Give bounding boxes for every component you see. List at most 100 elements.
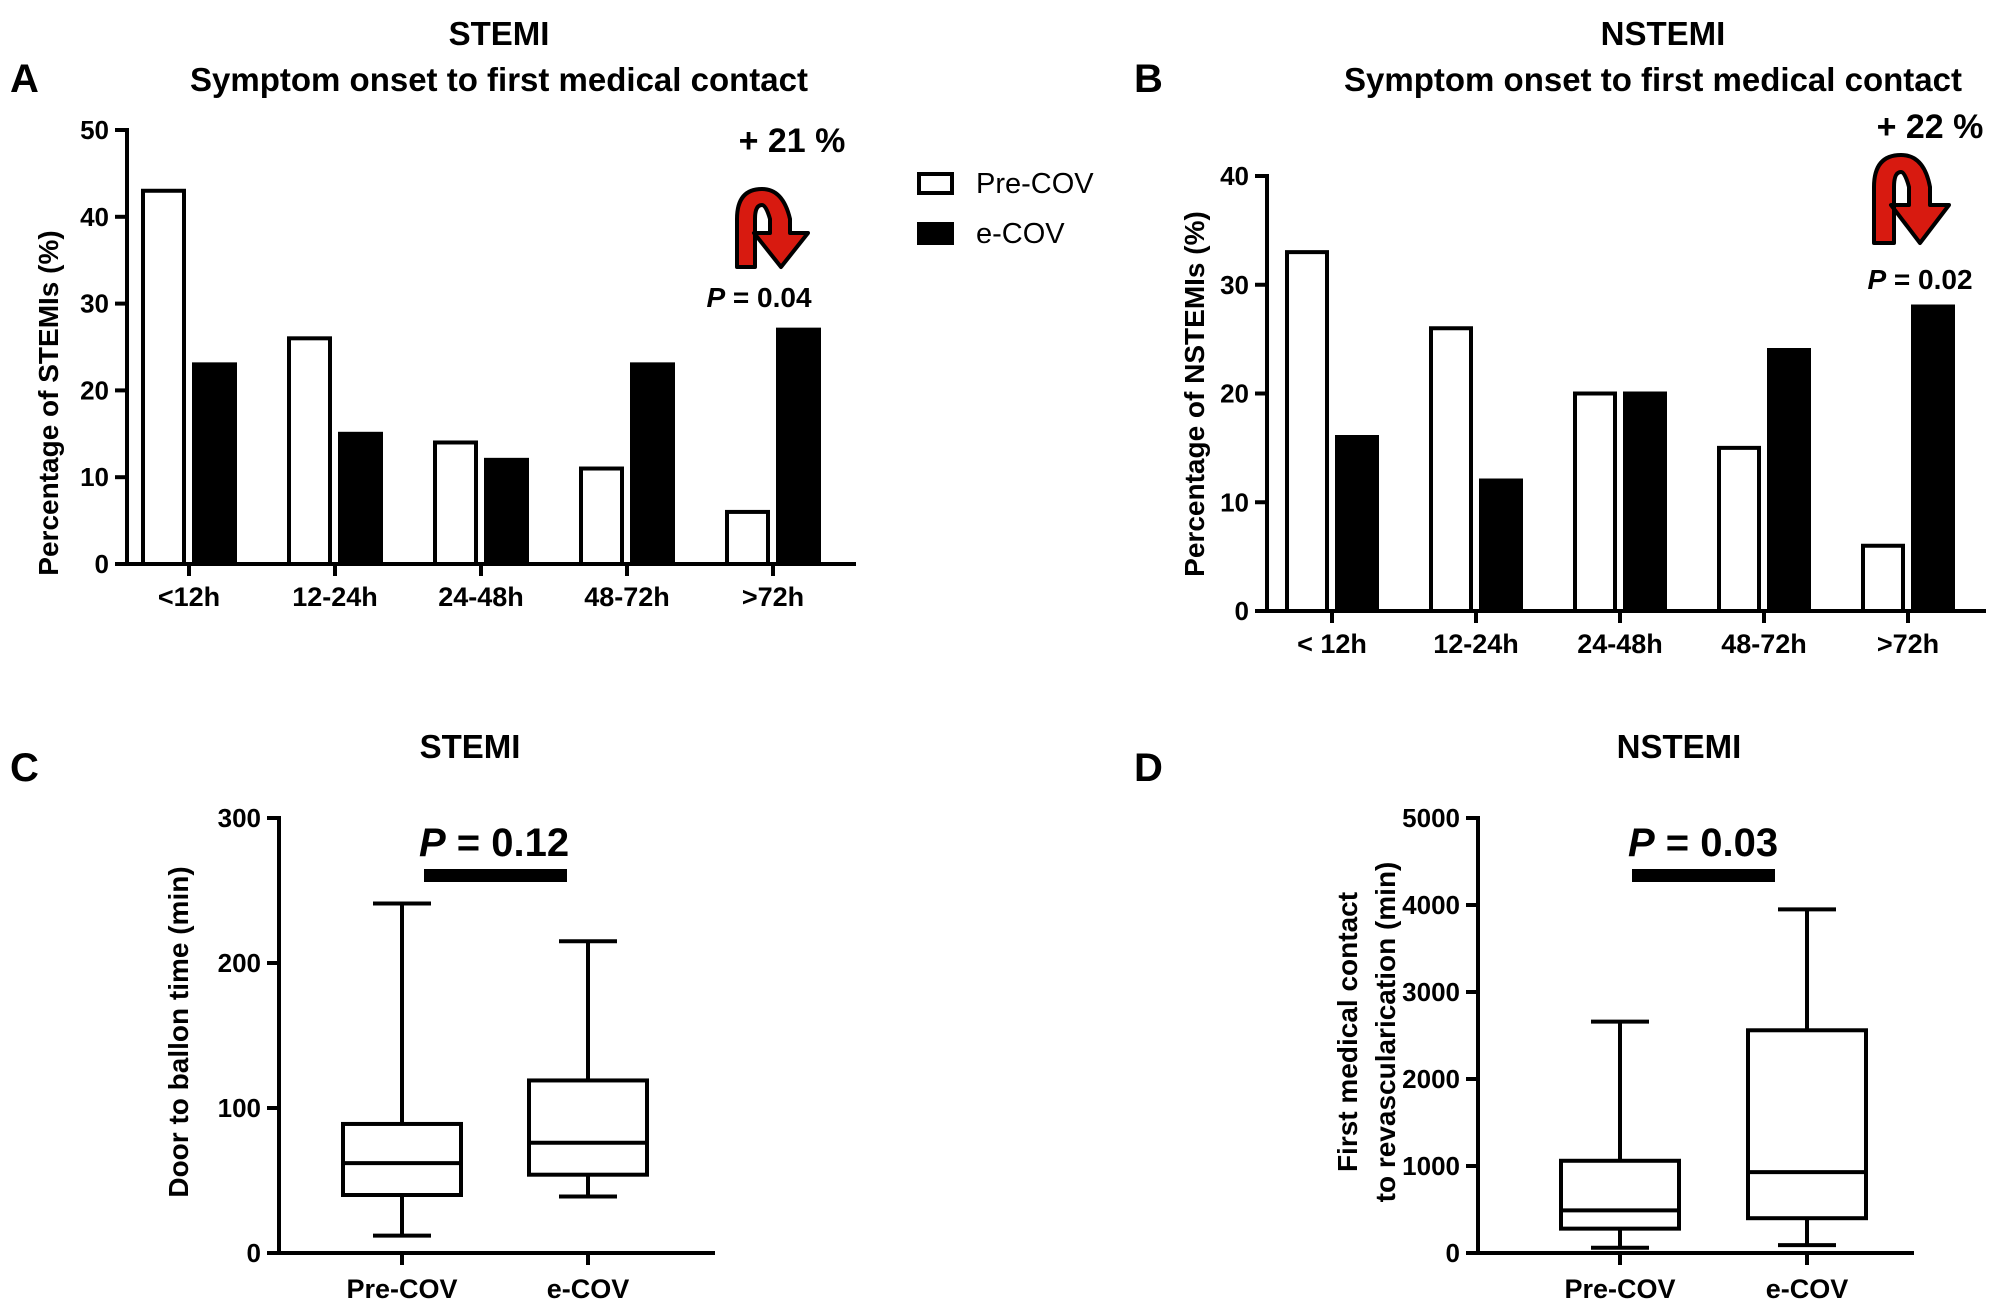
panel-b-x-tick-label: >72h bbox=[1877, 629, 1939, 659]
panel-a-change-label: + 21 % bbox=[739, 122, 846, 160]
panel-a-bar-pre-cov-12h bbox=[141, 188, 186, 566]
panel-c-x-tick-label: e-COV bbox=[547, 1274, 630, 1304]
panel-a-bar-e-cov-12h bbox=[192, 362, 237, 566]
panel-b-y-tick-label: 0 bbox=[1235, 596, 1249, 626]
panel-b-y-tick-label: 40 bbox=[1220, 161, 1249, 191]
curved-arrow-icon bbox=[1872, 153, 1951, 245]
panel-d-pvalue: P = 0.03 bbox=[1628, 821, 1778, 865]
panel-d-significance-bar bbox=[1632, 869, 1775, 882]
panel-a-y-tick-label: 0 bbox=[95, 549, 109, 579]
panel-c: C STEMI Door to ballon time (min) 0 100 20… bbox=[10, 728, 715, 1304]
panel-b-bar-e-cov-72h bbox=[1911, 304, 1955, 613]
panel-b-bar-pre-cov-12h bbox=[1285, 250, 1329, 613]
panel-d-box-e-cov-iqr bbox=[1746, 1028, 1868, 1221]
legend-label-pre-cov: Pre-COV bbox=[976, 168, 1094, 200]
curved-arrow-icon bbox=[735, 187, 810, 269]
panel-b-y-tick-label: 10 bbox=[1220, 487, 1249, 517]
panel-a-y-tick-label: 20 bbox=[80, 375, 109, 405]
panel-b: B NSTEMI Symptom onset to first medical … bbox=[1134, 15, 1986, 659]
panel-a-y-tick-label: 40 bbox=[80, 202, 109, 232]
panel-a-annotation: + 21 % P = 0.04 bbox=[706, 122, 845, 313]
panel-b-bar-e-cov-24-48h bbox=[1623, 391, 1667, 613]
panel-a: A STEMI Symptom onset to first medical c… bbox=[10, 15, 856, 612]
panel-a-bar-e-cov-48-72h bbox=[630, 362, 675, 566]
panel-c-box-pre-cov-iqr bbox=[341, 1121, 463, 1197]
legend: Pre-COV e-COV bbox=[917, 168, 1094, 250]
panel-b-y-tick-label: 30 bbox=[1220, 270, 1249, 300]
legend-swatch-pre-cov bbox=[917, 172, 954, 195]
legend-label-e-cov: e-COV bbox=[976, 218, 1065, 250]
panel-c-ylabel: Door to ballon time (min) bbox=[163, 866, 194, 1197]
panel-d-y-tick-label: 2000 bbox=[1402, 1064, 1460, 1094]
panel-b-change-label: + 22 % bbox=[1877, 108, 1984, 146]
panel-b-title: NSTEMI bbox=[1601, 15, 1726, 52]
panel-d-x-tick-label: e-COV bbox=[1766, 1274, 1849, 1304]
panel-b-bar-pre-cov-72h bbox=[1861, 543, 1905, 613]
panel-d-letter: D bbox=[1134, 746, 1163, 790]
panel-d-y-tick-label: 5000 bbox=[1402, 803, 1460, 833]
panel-a-bar-pre-cov-24-48h bbox=[433, 440, 478, 567]
panel-a-x-tick-label: 24-48h bbox=[438, 582, 524, 612]
panel-d-ylabel-line-1: First medical contact bbox=[1332, 892, 1363, 1172]
panel-b-bar-e-cov-48-72h bbox=[1767, 348, 1811, 613]
panel-b-subtitle: Symptom onset to first medical contact bbox=[1344, 61, 1962, 98]
panel-c-plot: 0 100 200 300 Pre-COV e-COV bbox=[218, 803, 715, 1304]
panel-b-pvalue: P = 0.02 bbox=[1867, 264, 1972, 295]
panel-d-box-pre-cov-iqr bbox=[1559, 1158, 1681, 1231]
panel-d-plot: 0 1000 2000 3000 4000 5000 Pre-COV e-COV bbox=[1402, 803, 1914, 1304]
panel-a-bar-e-cov-72h bbox=[776, 327, 821, 567]
panel-a-x-tick-label: 12-24h bbox=[292, 582, 378, 612]
panel-d-ylabel-line-2: to revasculariсation (min) bbox=[1370, 862, 1401, 1203]
panel-a-ylabel: Percentage of STEMIs (%) bbox=[33, 230, 64, 575]
panel-a-bar-e-cov-12-24h bbox=[338, 431, 383, 566]
panel-b-bar-pre-cov-12-24h bbox=[1429, 326, 1473, 613]
panel-a-plot: 0 10 20 30 40 50 <12h 12-24h 24-48h 48-72h >72h bbox=[80, 115, 856, 612]
panel-b-x-tick-label: 12-24h bbox=[1433, 629, 1519, 659]
panel-b-ylabel: Percentage of NSTEMIs (%) bbox=[1179, 211, 1210, 577]
panel-a-pvalue: P = 0.04 bbox=[706, 282, 812, 313]
panel-a-x-tick-label: 48-72h bbox=[584, 582, 670, 612]
panel-d-y-tick-label: 4000 bbox=[1402, 890, 1460, 920]
panel-a-title: STEMI bbox=[449, 15, 550, 52]
panel-b-bar-pre-cov-24-48h bbox=[1573, 391, 1617, 613]
panel-a-subtitle: Symptom onset to first medical contact bbox=[190, 61, 808, 98]
panel-d-annotation: P = 0.03 bbox=[1628, 821, 1778, 882]
panel-c-significance-bar bbox=[424, 869, 567, 882]
panel-a-bar-pre-cov-12-24h bbox=[287, 336, 332, 566]
panel-b-x-tick-label: 24-48h bbox=[1577, 629, 1663, 659]
panel-c-y-tick-label: 0 bbox=[247, 1238, 261, 1268]
panel-b-annotation: + 22 % P = 0.02 bbox=[1867, 108, 1983, 295]
panel-d-title: NSTEMI bbox=[1617, 728, 1742, 765]
panel-d-y-tick-label: 1000 bbox=[1402, 1151, 1460, 1181]
panel-b-letter: B bbox=[1134, 57, 1163, 101]
panel-d: D NSTEMI First medical contact to revasc… bbox=[1134, 728, 1914, 1304]
panel-c-box-e-cov-iqr bbox=[527, 1078, 649, 1177]
panel-b-x-tick-label: < 12h bbox=[1297, 629, 1367, 659]
panel-c-annotation: P = 0.12 bbox=[419, 821, 569, 882]
panel-c-title: STEMI bbox=[420, 728, 521, 765]
panel-a-x-tick-label: >72h bbox=[742, 582, 804, 612]
panel-a-bar-e-cov-24-48h bbox=[484, 457, 529, 566]
panel-b-x-tick-label: 48-72h bbox=[1721, 629, 1807, 659]
panel-c-letter: C bbox=[10, 746, 39, 790]
panel-d-x-tick-label: Pre-COV bbox=[1564, 1274, 1675, 1304]
legend-swatch-e-cov bbox=[917, 222, 954, 245]
panel-b-y-tick-label: 20 bbox=[1220, 379, 1249, 409]
panel-d-y-tick-label: 3000 bbox=[1402, 977, 1460, 1007]
panel-a-letter: A bbox=[10, 57, 39, 101]
panel-a-y-tick-label: 10 bbox=[80, 462, 109, 492]
panel-a-bar-pre-cov-48-72h bbox=[579, 466, 624, 566]
panel-b-plot: 0 10 20 30 40 < 12h 12-24h 24-48h 48-72h >72h bbox=[1220, 161, 1986, 659]
panel-c-x-tick-label: Pre-COV bbox=[346, 1274, 457, 1304]
panel-a-bar-pre-cov-72h bbox=[725, 509, 770, 567]
panel-a-x-tick-label: <12h bbox=[158, 582, 220, 612]
panel-d-y-tick-label: 0 bbox=[1446, 1238, 1460, 1268]
panel-c-y-tick-label: 200 bbox=[218, 948, 261, 978]
panel-a-y-tick-label: 50 bbox=[80, 115, 109, 145]
panel-c-y-tick-label: 300 bbox=[218, 803, 261, 833]
panel-b-bar-e-cov-12h bbox=[1335, 435, 1379, 613]
panel-b-bar-pre-cov-48-72h bbox=[1717, 445, 1761, 613]
panel-b-bar-e-cov-12-24h bbox=[1479, 478, 1523, 613]
panel-a-y-tick-label: 30 bbox=[80, 289, 109, 319]
